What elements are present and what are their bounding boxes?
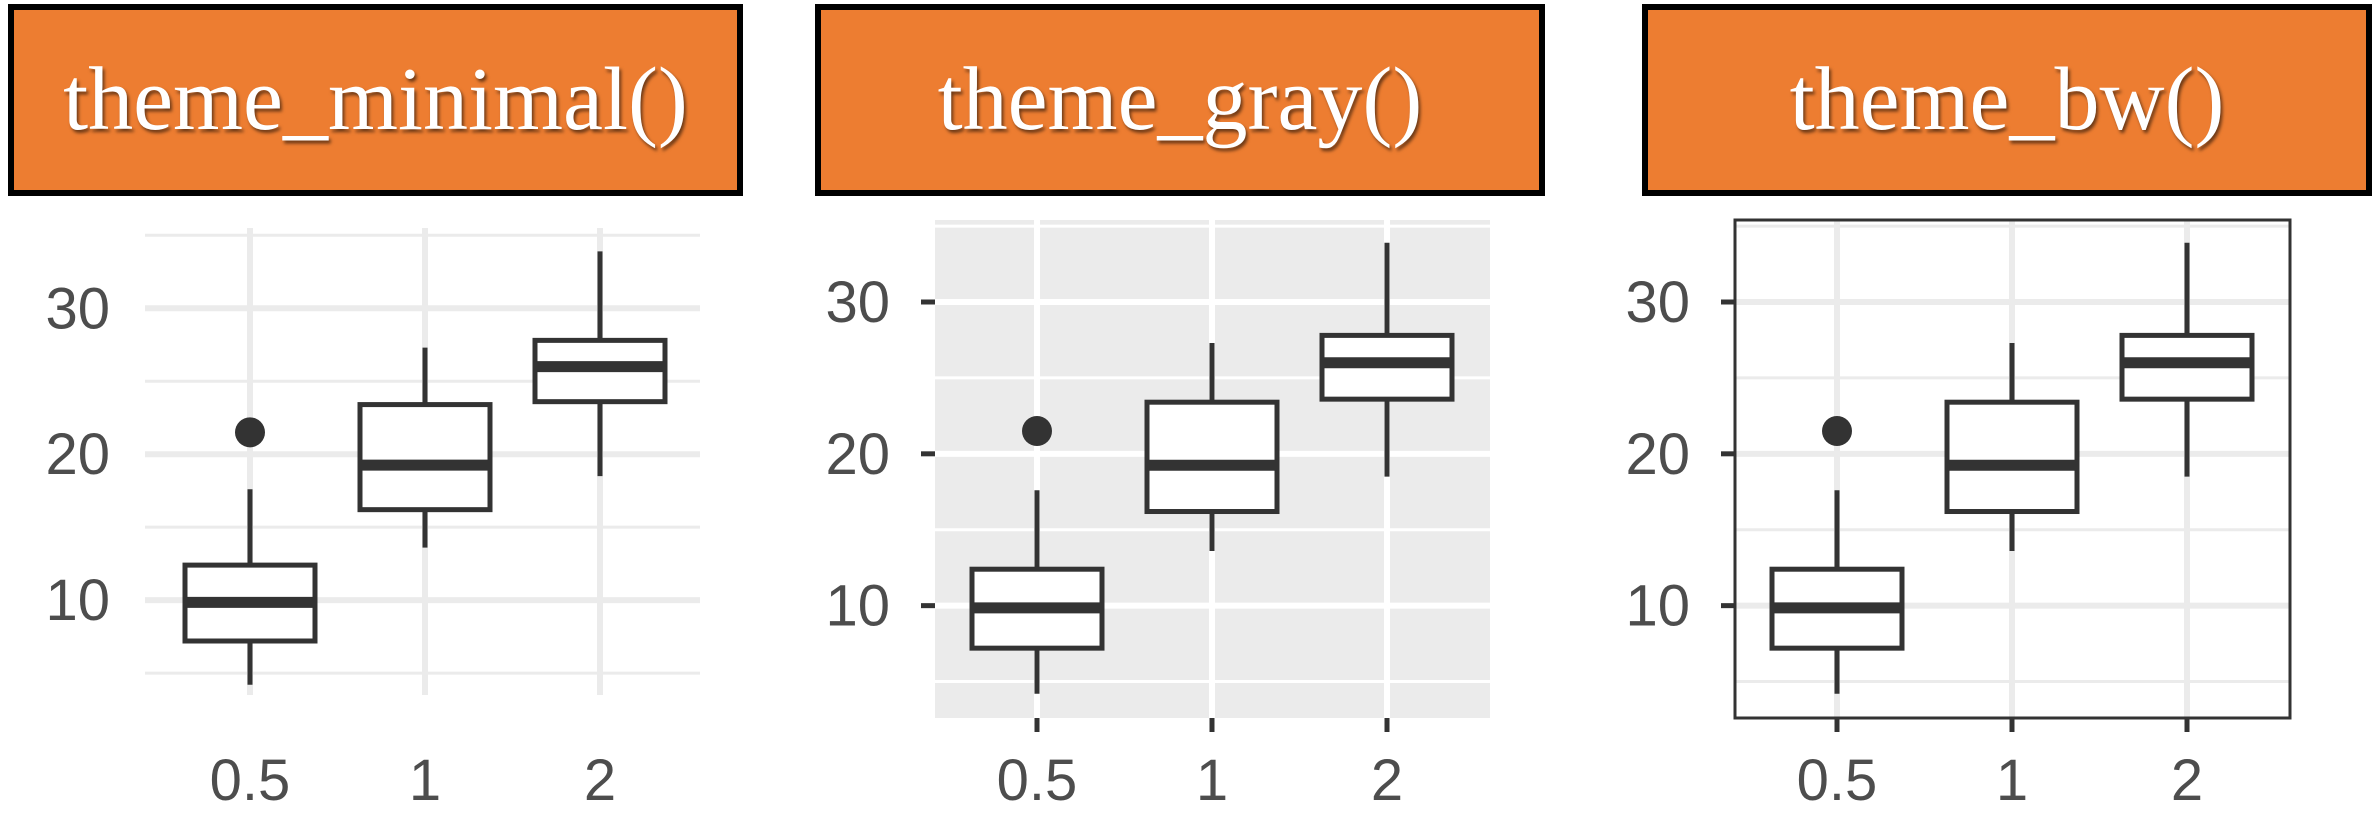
boxplot-box <box>1769 416 1905 694</box>
interquartile-box <box>1944 399 2080 515</box>
y-tick-label: 20 <box>45 422 110 487</box>
boxplot-box <box>182 417 318 685</box>
outlier-point <box>1022 416 1052 447</box>
boxplot-box <box>532 251 668 477</box>
boxplot-chart: 10 20 30 0.5 1 2 <box>825 220 1490 813</box>
x-tick-label: 0.5 <box>997 748 1078 813</box>
x-tick-label: 1 <box>409 748 441 813</box>
x-tick-label: 0.5 <box>1797 748 1878 813</box>
panel-title: theme_gray() <box>937 50 1423 149</box>
panel-title-box: theme_bw() <box>1642 4 2372 196</box>
panel-title-box: theme_minimal() <box>8 4 743 196</box>
panel-title-box: theme_gray() <box>815 4 1545 196</box>
outlier-point <box>1822 416 1852 447</box>
boxplot-box <box>1144 342 1280 551</box>
x-tick-label: 2 <box>2171 748 2203 813</box>
boxplot-chart: 10 20 30 0.5 1 2 <box>45 228 700 813</box>
y-tick-label: 10 <box>45 568 110 633</box>
y-tick-label: 30 <box>1625 270 1690 335</box>
y-tick-label: 30 <box>825 270 890 335</box>
panel-theme-bw: theme_bw() 10 20 30 0.5 1 2 <box>1600 0 2372 835</box>
x-tick-label: 2 <box>584 748 616 813</box>
y-tick-label: 30 <box>45 276 110 341</box>
x-tick-label: 1 <box>1196 748 1228 813</box>
panel-theme-minimal: theme_minimal() 10 20 30 0.5 1 2 <box>0 0 760 835</box>
y-tick-label: 10 <box>1625 574 1690 639</box>
boxplot-box <box>2119 242 2255 477</box>
boxplot-chart: 10 20 30 0.5 1 2 <box>1625 218 2292 813</box>
boxplot-box <box>969 416 1105 694</box>
interquartile-box <box>357 402 493 513</box>
y-tick-label: 20 <box>825 422 890 487</box>
x-tick-label: 2 <box>1371 748 1403 813</box>
interquartile-box <box>1144 399 1280 515</box>
panel-title: theme_bw() <box>1789 50 2225 149</box>
boxplot-box <box>357 347 493 548</box>
panel-theme-gray: theme_gray() 10 20 30 0.5 1 2 <box>800 0 1560 835</box>
panel-title: theme_minimal() <box>63 50 688 149</box>
boxplot-box <box>1319 242 1455 477</box>
x-tick-label: 1 <box>1996 748 2028 813</box>
y-tick-label: 10 <box>825 574 890 639</box>
y-tick-label: 20 <box>1625 422 1690 487</box>
outlier-point <box>235 417 265 448</box>
boxplot-box <box>1944 342 2080 551</box>
x-tick-label: 0.5 <box>210 748 291 813</box>
